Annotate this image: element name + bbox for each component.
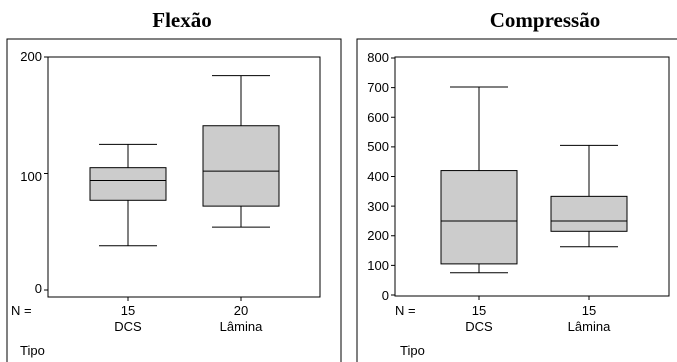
n-label: N = <box>11 303 32 318</box>
x-category-label-lamina: Lâmina <box>568 319 611 334</box>
box-lamina <box>550 195 628 232</box>
n-value-dcs: 15 <box>121 303 135 318</box>
boxplot-group-compressao <box>391 57 628 300</box>
y-tick-label: 0 <box>35 281 42 296</box>
box-lamina <box>202 125 280 207</box>
x-category-label-lamina: Lâmina <box>220 319 263 334</box>
y-tick-label: 400 <box>367 169 389 184</box>
x-category-label-dcs: DCS <box>465 319 493 334</box>
y-tick-label: 0 <box>382 288 389 303</box>
n-value-dcs: 15 <box>472 303 486 318</box>
plot-area-compressao <box>394 56 670 297</box>
y-tick-label: 100 <box>20 169 42 184</box>
boxplot-group-flexao <box>44 56 280 301</box>
n-value-lamina: 15 <box>582 303 596 318</box>
y-tick-label: 100 <box>367 258 389 273</box>
n-value-lamina: 20 <box>234 303 248 318</box>
plot-area-flexao <box>47 56 321 298</box>
x-axis-title-tipo: Tipo <box>400 343 425 358</box>
box-dcs <box>89 167 167 201</box>
panel-frame-flexao <box>6 38 342 362</box>
y-tick-label: 200 <box>20 49 42 64</box>
y-tick-label: 700 <box>367 80 389 95</box>
y-tick-label: 200 <box>367 228 389 243</box>
chart-title-flexao: Flexão <box>152 8 211 32</box>
y-tick-label: 600 <box>367 110 389 125</box>
y-tick-label: 300 <box>367 199 389 214</box>
y-tick-label: 500 <box>367 139 389 154</box>
x-axis-title-tipo: Tipo <box>20 343 45 358</box>
x-category-label-dcs: DCS <box>114 319 142 334</box>
chart-title-compressao: Compressão <box>490 8 600 32</box>
y-tick-label: 800 <box>367 50 389 65</box>
chart-flexao: Flexão 200 100 0 N = 15 20 DCS Lâmina Ti… <box>6 8 342 362</box>
n-label: N = <box>395 303 416 318</box>
chart-compressao: Compressão 0 100 200 300 400 500 600 700… <box>356 8 677 362</box>
box-dcs <box>440 170 518 265</box>
panel-frame-compressao <box>356 38 677 362</box>
